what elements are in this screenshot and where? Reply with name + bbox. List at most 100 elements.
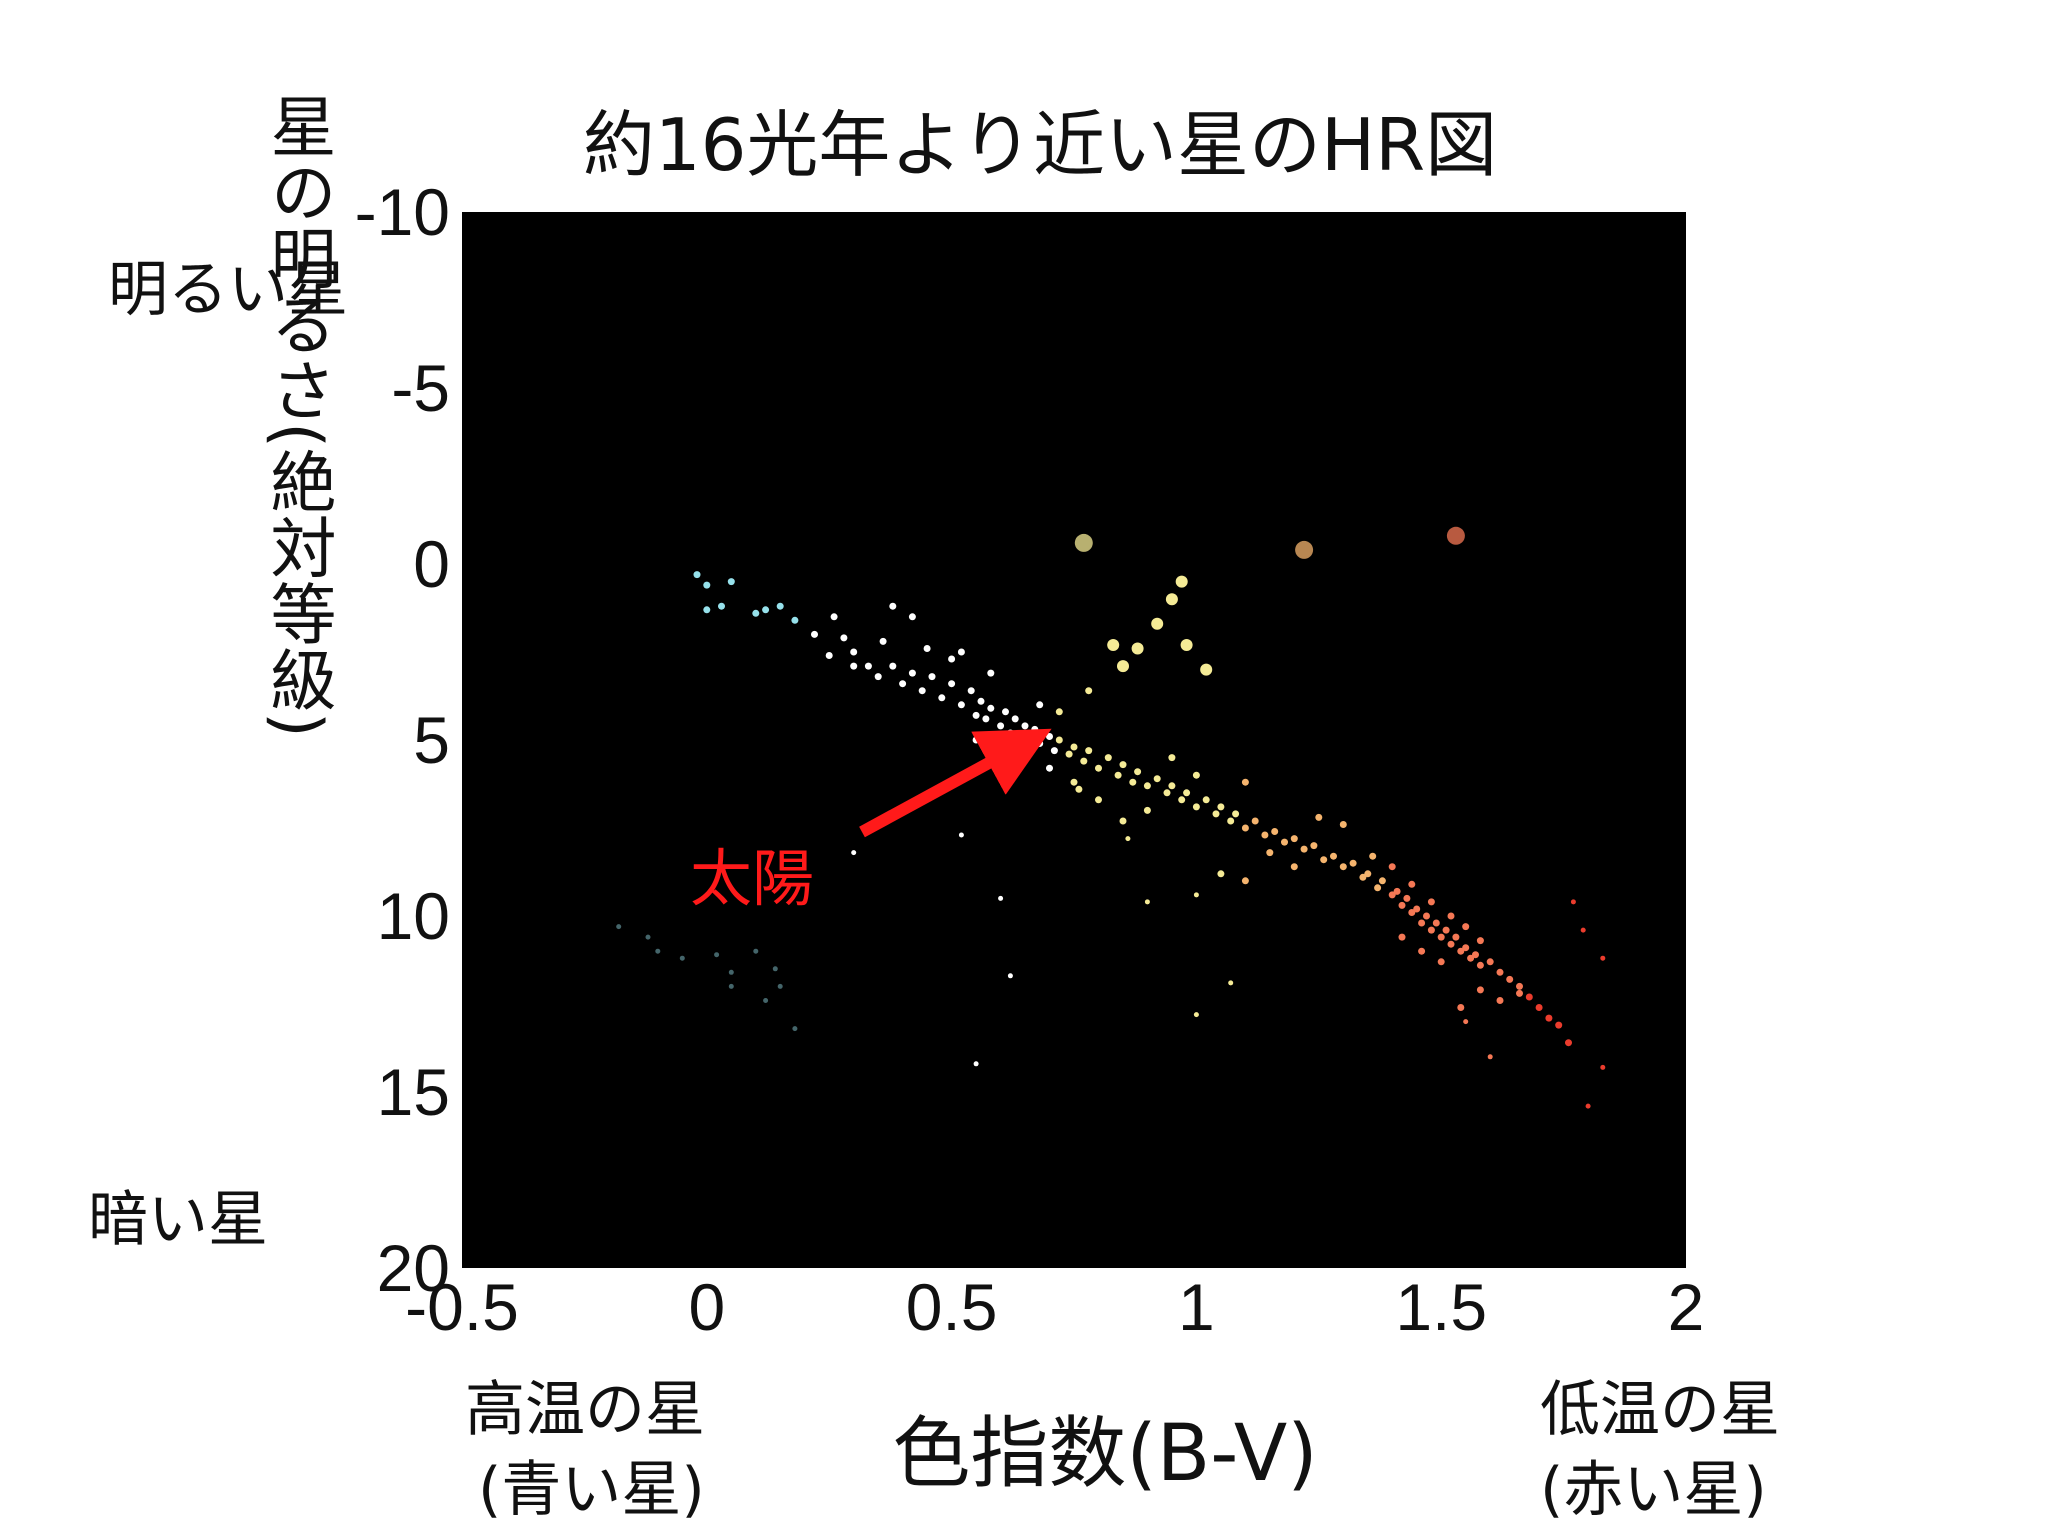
star-point <box>1080 757 1088 765</box>
star-point <box>1290 863 1298 871</box>
star-point <box>972 711 980 719</box>
star-point <box>1467 954 1475 962</box>
star-point <box>938 694 946 702</box>
star-point <box>1036 740 1044 747</box>
star-point <box>1193 892 1199 898</box>
star-point <box>973 1061 979 1067</box>
star-point <box>752 609 760 617</box>
star-point <box>791 616 799 624</box>
star-point <box>1437 933 1445 941</box>
star-point <box>1525 993 1533 1001</box>
star-point <box>957 648 965 656</box>
star-point <box>908 613 916 621</box>
star-point <box>997 722 1005 730</box>
star-point <box>1200 663 1213 676</box>
star-point <box>1427 926 1435 934</box>
star-point <box>1074 533 1093 552</box>
star-point <box>1295 540 1314 559</box>
star-point <box>1151 617 1164 630</box>
star-point <box>1095 796 1102 804</box>
star-point <box>1457 1004 1465 1011</box>
star-point <box>1114 771 1122 779</box>
star-point <box>616 924 622 930</box>
star-point <box>1165 593 1178 606</box>
x-tick-label: -0.5 <box>405 1270 519 1344</box>
x-tick-label: 0 <box>688 1270 725 1344</box>
star-point <box>1075 785 1083 793</box>
star-point <box>1600 1064 1606 1070</box>
star-point <box>840 634 848 642</box>
star-point <box>1339 821 1347 828</box>
star-point <box>1104 754 1112 762</box>
star-point <box>1031 725 1039 733</box>
star-point <box>1487 1054 1493 1060</box>
plot-area <box>462 212 1686 1268</box>
star-point <box>1261 831 1269 839</box>
star-point <box>879 637 887 645</box>
star-point <box>728 983 734 989</box>
star-point <box>923 645 931 652</box>
star-point <box>1046 733 1053 740</box>
star-point <box>1085 687 1093 695</box>
star-point <box>998 895 1004 901</box>
star-point <box>958 832 964 838</box>
star-point <box>1002 708 1009 716</box>
star-point <box>1437 958 1445 966</box>
star-point <box>1403 894 1411 902</box>
star-point <box>874 673 882 681</box>
star-point <box>1388 863 1396 871</box>
star-point <box>908 669 916 677</box>
star-point <box>1192 803 1200 811</box>
y-tick-label: 20 <box>377 1231 450 1305</box>
star-point <box>1232 810 1240 818</box>
star-point <box>1423 912 1430 920</box>
star-point <box>1585 1103 1591 1109</box>
star-point <box>645 934 651 940</box>
hot-star-label: 高温の星 <box>465 1375 705 1445</box>
star-point <box>753 948 759 954</box>
sun-arrow <box>859 728 1052 838</box>
star-point <box>889 602 897 610</box>
star-point <box>1378 877 1386 885</box>
star-point <box>982 715 990 723</box>
star-point <box>1241 877 1249 885</box>
star-point <box>1046 764 1053 772</box>
star-point <box>918 687 926 695</box>
star-point <box>1217 803 1225 811</box>
star-point <box>1228 980 1234 986</box>
star-point <box>977 697 985 705</box>
star-point <box>679 955 685 961</box>
star-point <box>763 998 769 1003</box>
star-point <box>1320 856 1328 864</box>
star-point <box>1462 923 1470 931</box>
star-point <box>1463 1019 1469 1025</box>
star-point <box>772 966 778 972</box>
star-point <box>1300 845 1308 853</box>
star-point <box>1227 817 1235 825</box>
y-tick-label: 15 <box>377 1055 450 1129</box>
star-point <box>1496 997 1504 1004</box>
star-point <box>1516 989 1523 997</box>
x-axis-label: 色指数(B-V) <box>892 1409 1317 1499</box>
star-point <box>1271 828 1279 835</box>
star-point <box>1545 1014 1553 1022</box>
star-point <box>1452 933 1460 941</box>
star-point <box>1183 789 1191 797</box>
x-tick-label: 2 <box>1668 1270 1705 1344</box>
star-point <box>851 850 857 856</box>
star-point <box>825 652 833 659</box>
star-point <box>1180 639 1193 651</box>
star-point <box>762 606 770 614</box>
star-point <box>1447 912 1455 920</box>
data-points <box>616 526 1606 1109</box>
y-tick-labels: -10 -5 0 5 10 15 20 <box>355 175 450 1305</box>
star-point <box>1442 926 1450 934</box>
star-point <box>957 701 965 709</box>
star-point <box>1217 870 1225 878</box>
bright-star-label: 明るい星 <box>108 255 348 325</box>
star-point <box>776 602 784 610</box>
star-point <box>1418 947 1426 955</box>
y-tick-label: -5 <box>391 351 450 425</box>
star-point <box>987 669 995 677</box>
star-point <box>1131 642 1144 655</box>
